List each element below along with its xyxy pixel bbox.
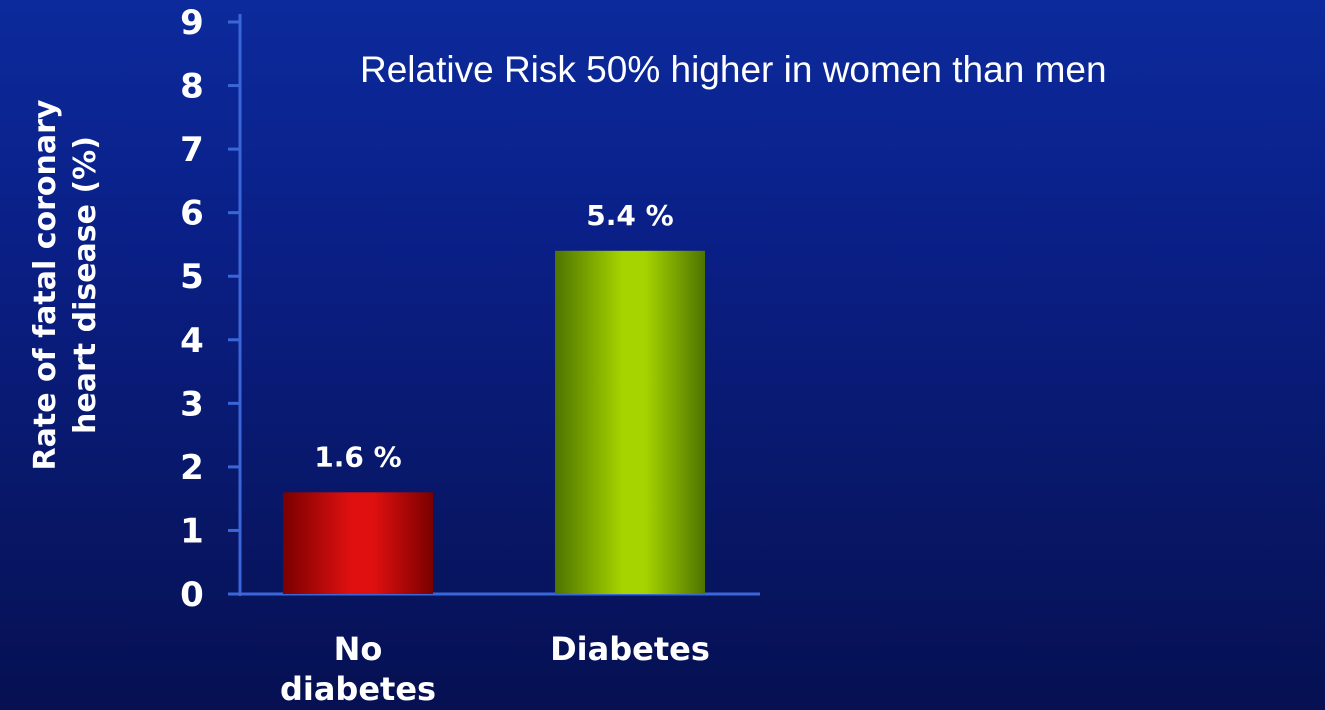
y-axis-title-line: Rate of fatal coronary xyxy=(28,99,63,470)
bar xyxy=(555,250,705,595)
y-tick-label: 3 xyxy=(180,384,204,424)
x-category-label: Diabetes xyxy=(550,630,710,668)
y-tick-label: 0 xyxy=(180,575,204,615)
bars xyxy=(283,250,705,595)
y-tick-label: 6 xyxy=(180,194,204,234)
y-tick-label: 8 xyxy=(180,67,204,107)
y-axis-title-text: Rate of fatal coronary heart disease (%) xyxy=(28,99,103,470)
x-category-label-line: No xyxy=(334,630,383,668)
x-category-label-line: Diabetes xyxy=(550,630,710,668)
y-tick-label: 9 xyxy=(180,3,204,43)
bar-data-label: 1.6 % xyxy=(314,440,401,473)
bar-data-label: 5.4 % xyxy=(586,199,673,232)
y-tick-label: 5 xyxy=(180,257,204,297)
chart-title: Relative Risk 50% higher in women than m… xyxy=(360,49,1107,90)
data-labels: 1.6 % 5.4 % xyxy=(314,199,673,474)
y-tick-label: 7 xyxy=(180,130,204,170)
y-axis-title-line: heart disease (%) xyxy=(68,136,103,434)
y-tick-label: 2 xyxy=(180,448,204,488)
y-axis-ticks: 0 1 2 3 4 5 6 7 8 9 xyxy=(180,3,240,615)
y-axis-title: Rate of fatal coronary heart disease (%) xyxy=(28,99,103,470)
bar xyxy=(283,492,433,594)
x-category-label: No diabetes xyxy=(280,630,436,708)
y-tick-label: 1 xyxy=(180,511,204,551)
y-tick-label: 4 xyxy=(180,321,204,361)
x-category-label-line: diabetes xyxy=(280,670,436,708)
category-labels: No diabetes Diabetes xyxy=(280,630,710,708)
